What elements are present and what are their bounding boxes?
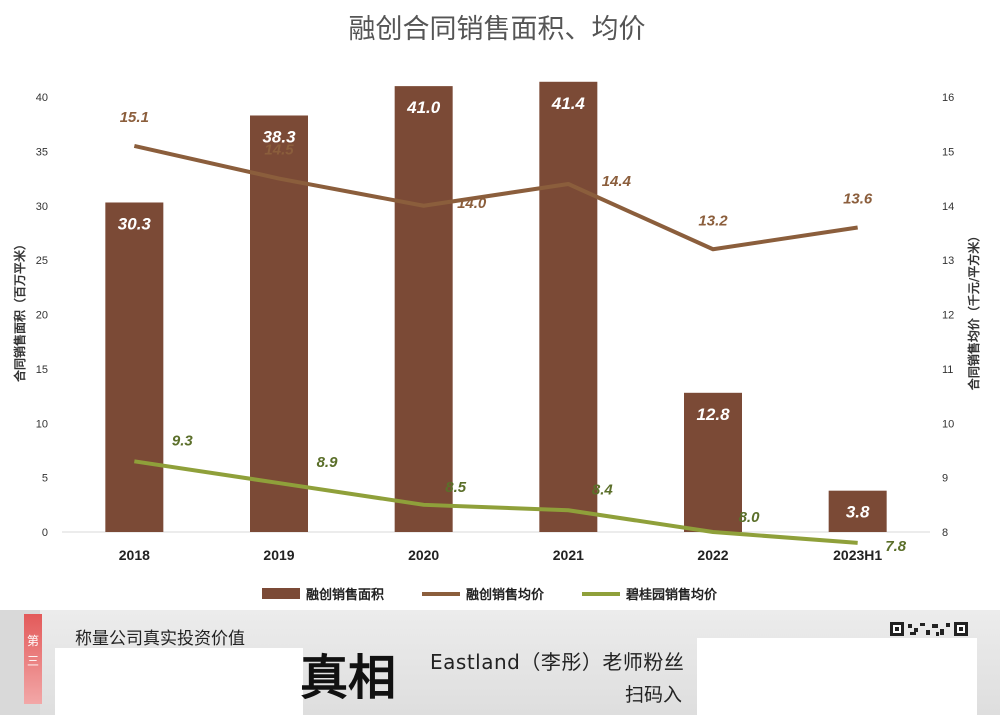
chart-svg: 融创合同销售面积、均价 0 5 10 15 20 25 30 35 40 8 9 10 11 12 13 14 1… <box>12 14 981 603</box>
bar-data-label: 12.8 <box>696 405 730 424</box>
bar <box>684 392 742 532</box>
banner-tag-char-1: 第 <box>26 634 39 648</box>
x-tick-label: 2023H1 <box>833 547 882 563</box>
line-data-label: 8.5 <box>445 479 467 496</box>
y-left-tick: 0 <box>42 527 48 539</box>
y-left-tick: 30 <box>36 201 48 213</box>
line-series-cg-price <box>134 459 858 545</box>
x-tick-label: 2019 <box>263 547 294 563</box>
y-left-tick: 15 <box>36 364 48 376</box>
promo-banner: 第 三 称量公司真实投资价值 真相 Eastland（李彤）老师粉丝 扫码入 <box>0 610 1000 715</box>
y-left-tick: 35 <box>36 146 48 158</box>
y-left-tick: 40 <box>36 92 48 104</box>
y-left-tick: 25 <box>36 255 48 267</box>
y-right-tick: 10 <box>942 418 954 430</box>
x-tick-label: 2022 <box>697 547 728 563</box>
y-right-tick: 13 <box>942 255 954 267</box>
chart-area: 融创合同销售面积、均价 0 5 10 15 20 25 30 35 40 8 9 10 11 12 13 14 1… <box>12 14 981 603</box>
banner-white-block-left <box>55 648 303 715</box>
legend-label: 碧桂园销售均价 <box>625 587 718 603</box>
bar-data-label: 30.3 <box>118 214 152 233</box>
y-right-tick: 15 <box>942 146 954 158</box>
line-series-sunac-price <box>133 143 858 252</box>
y-right-tick: 12 <box>942 310 954 322</box>
bar-data-label: 3.8 <box>846 503 870 522</box>
banner-main-text: Eastland（李彤）老师粉丝 <box>430 650 685 674</box>
bar-data-label: 38.3 <box>262 127 296 146</box>
y-left-tick: 10 <box>36 418 48 430</box>
banner-big-text: 真相 <box>300 650 397 706</box>
y-right-tick: 14 <box>942 201 954 213</box>
bar <box>105 202 164 533</box>
y-right-tick: 11 <box>942 364 953 376</box>
line-data-label: 13.6 <box>843 191 873 208</box>
y-left-tick: 5 <box>42 473 48 485</box>
x-tick-label: 2020 <box>408 547 439 563</box>
x-tick-label: 2021 <box>553 547 584 563</box>
line-data-label: 8.4 <box>592 481 614 498</box>
y-left-tick: 20 <box>36 310 48 322</box>
x-tick-label: 2018 <box>119 547 150 563</box>
chart-title: 融创合同销售面积、均价 <box>349 14 646 45</box>
banner-sub-text: 扫码入 <box>625 684 683 706</box>
legend-label: 融创销售面积 <box>306 587 384 603</box>
y-right-tick: 16 <box>942 92 954 104</box>
banner-white-block-right <box>697 638 977 715</box>
qr-code-icon <box>890 622 968 636</box>
y-left-axis-label: 合同销售面积（百万平米） <box>12 238 27 382</box>
line-data-label: 8.0 <box>739 509 761 526</box>
banner-tag-char-2: 三 <box>26 654 39 668</box>
y-right-tick: 8 <box>942 527 948 539</box>
line-data-label: 9.3 <box>172 432 194 449</box>
line-data-label: 14.4 <box>602 173 632 190</box>
legend-label: 融创销售均价 <box>466 587 545 603</box>
line-data-label: 14.5 <box>264 142 294 159</box>
line-data-label: 15.1 <box>120 109 149 126</box>
line-data-label: 8.9 <box>317 454 339 471</box>
y-right-tick: 9 <box>942 473 948 485</box>
y-right-axis-label: 合同销售均价（千元/平方米） <box>966 230 981 390</box>
banner-slogan: 称量公司真实投资价值 <box>75 629 245 649</box>
bar <box>539 81 598 533</box>
banner-red-tag: 第 三 <box>24 614 42 704</box>
bar <box>828 490 887 532</box>
bar <box>394 86 453 532</box>
bar-data-label: 41.4 <box>551 94 586 113</box>
line-data-label: 13.2 <box>698 212 728 229</box>
line-data-label: 7.8 <box>885 538 907 555</box>
line-data-label: 14.0 <box>457 195 487 212</box>
legend-swatch <box>262 588 300 599</box>
bar-data-label: 41.0 <box>406 98 441 117</box>
bar <box>250 115 308 533</box>
